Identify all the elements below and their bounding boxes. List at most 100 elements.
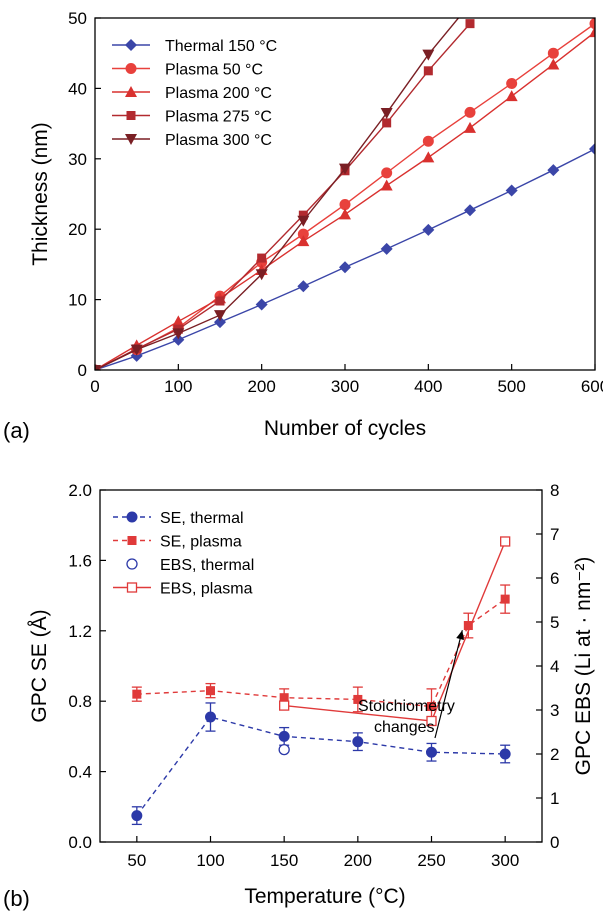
data-point	[297, 235, 310, 247]
series-line	[136, 716, 506, 817]
x-tick-label: 200	[344, 851, 372, 870]
y-tick-label: 50	[68, 9, 87, 28]
data-point	[172, 315, 185, 327]
left-y-tick-label: 1.6	[68, 551, 92, 570]
y-tick-label: 10	[68, 291, 87, 310]
data-point	[464, 121, 476, 133]
data-point	[422, 49, 435, 61]
annotation-arrowhead	[456, 630, 464, 640]
data-point	[297, 215, 310, 227]
legend-marker	[125, 63, 137, 74]
legend-label: Plasma 50 °C	[165, 62, 263, 79]
data-point	[130, 344, 143, 356]
data-point	[547, 164, 560, 177]
data-point	[132, 689, 142, 699]
data-point	[382, 118, 392, 128]
data-point	[257, 253, 267, 263]
series-line	[136, 598, 506, 708]
left-y-tick-label: 1.2	[68, 622, 92, 641]
panel-a-label: (a)	[3, 418, 30, 443]
legend-marker	[125, 86, 137, 97]
panel-b-label: (b)	[3, 886, 30, 911]
data-point	[339, 261, 351, 274]
data-point	[506, 77, 518, 89]
data-point	[589, 26, 595, 38]
data-point	[297, 280, 310, 293]
data-point	[465, 19, 475, 29]
panel-b-series	[131, 536, 511, 826]
data-point	[95, 365, 101, 370]
panel-b-x-axis-label: Temperature (°C)	[244, 885, 405, 908]
data-point	[339, 208, 351, 220]
panel-b-annotation: Stoichiometry changes	[358, 630, 464, 739]
legend-marker	[125, 134, 137, 145]
data-point	[505, 90, 518, 102]
data-point	[426, 746, 437, 758]
panel-b-plot-frame	[99, 489, 543, 843]
right-y-tick-label: 0	[550, 833, 559, 852]
legend-marker	[125, 39, 137, 51]
right-y-tick-label: 2	[550, 745, 559, 764]
data-point	[353, 694, 363, 704]
left-y-tick-label: 0.4	[68, 763, 92, 782]
panel-a-ticks: 0 100 200 300 400 500 600 0 10 20 30 40 50	[68, 9, 603, 396]
data-point	[427, 701, 436, 711]
series-line	[284, 541, 506, 722]
legend-label: Plasma 275 °C	[165, 109, 272, 126]
annotation-text: changes	[374, 719, 435, 736]
legend-marker	[126, 558, 138, 570]
right-y-tick-label: 4	[550, 657, 559, 676]
panel-a-legend: Thermal 150 °C Plasma 50 °C Plasma 200 °C P…	[112, 38, 277, 149]
annotation-text: Stoichiometry	[358, 698, 455, 715]
panel-a-chart: 0 100 200 300 400 500 600 0 10 20 30 40 50 Number of…	[3, 0, 603, 443]
y-tick-label: 20	[68, 220, 87, 239]
y-tick-label: 40	[68, 79, 87, 98]
data-point	[381, 167, 393, 179]
right-y-tick-label: 7	[550, 525, 559, 544]
x-tick-label: 600	[581, 377, 603, 396]
legend-label: Thermal 150 °C	[165, 38, 277, 55]
data-point	[255, 269, 268, 281]
data-point	[422, 151, 435, 163]
y-tick-label: 0	[78, 361, 87, 380]
legend-label: Plasma 200 °C	[165, 85, 272, 102]
data-point	[205, 711, 216, 723]
data-point	[505, 184, 518, 197]
data-point	[131, 810, 143, 822]
x-tick-label: 200	[247, 377, 275, 396]
data-point	[589, 142, 595, 155]
x-tick-label: 400	[414, 377, 442, 396]
right-y-tick-label: 1	[550, 789, 559, 808]
left-y-tick-label: 0.8	[68, 692, 92, 711]
data-point	[547, 47, 559, 59]
panel-a-plot-frame	[94, 17, 596, 371]
data-point	[422, 135, 434, 147]
data-point	[279, 700, 290, 711]
series-line	[95, 23, 471, 370]
data-point	[339, 199, 351, 211]
data-point	[172, 328, 185, 340]
panel-b-right-y-axis-label: GPC EBS (Li at · nm⁻²)	[572, 557, 595, 776]
right-y-tick-label: 3	[550, 701, 559, 720]
data-point	[278, 743, 290, 756]
data-point	[464, 0, 476, 10]
panel-a-y-axis-label: Thickness (nm)	[29, 122, 52, 266]
data-point	[500, 594, 510, 604]
legend-label: EBS, thermal	[160, 557, 254, 574]
data-point	[423, 66, 433, 76]
data-point	[500, 536, 511, 547]
panel-b-left-y-axis-label: GPC SE (Å)	[28, 609, 51, 722]
x-tick-label: 300	[331, 377, 359, 396]
right-y-tick-label: 8	[550, 481, 559, 500]
legend-label: Plasma 300 °C	[165, 132, 272, 149]
data-point	[464, 106, 476, 118]
data-point	[589, 18, 595, 30]
data-point	[278, 730, 290, 742]
right-y-tick-label: 5	[550, 613, 559, 632]
panel-a-series	[95, 0, 595, 370]
data-point	[279, 693, 289, 703]
legend-marker	[126, 111, 136, 120]
data-point	[214, 310, 226, 322]
legend-marker	[126, 511, 138, 523]
